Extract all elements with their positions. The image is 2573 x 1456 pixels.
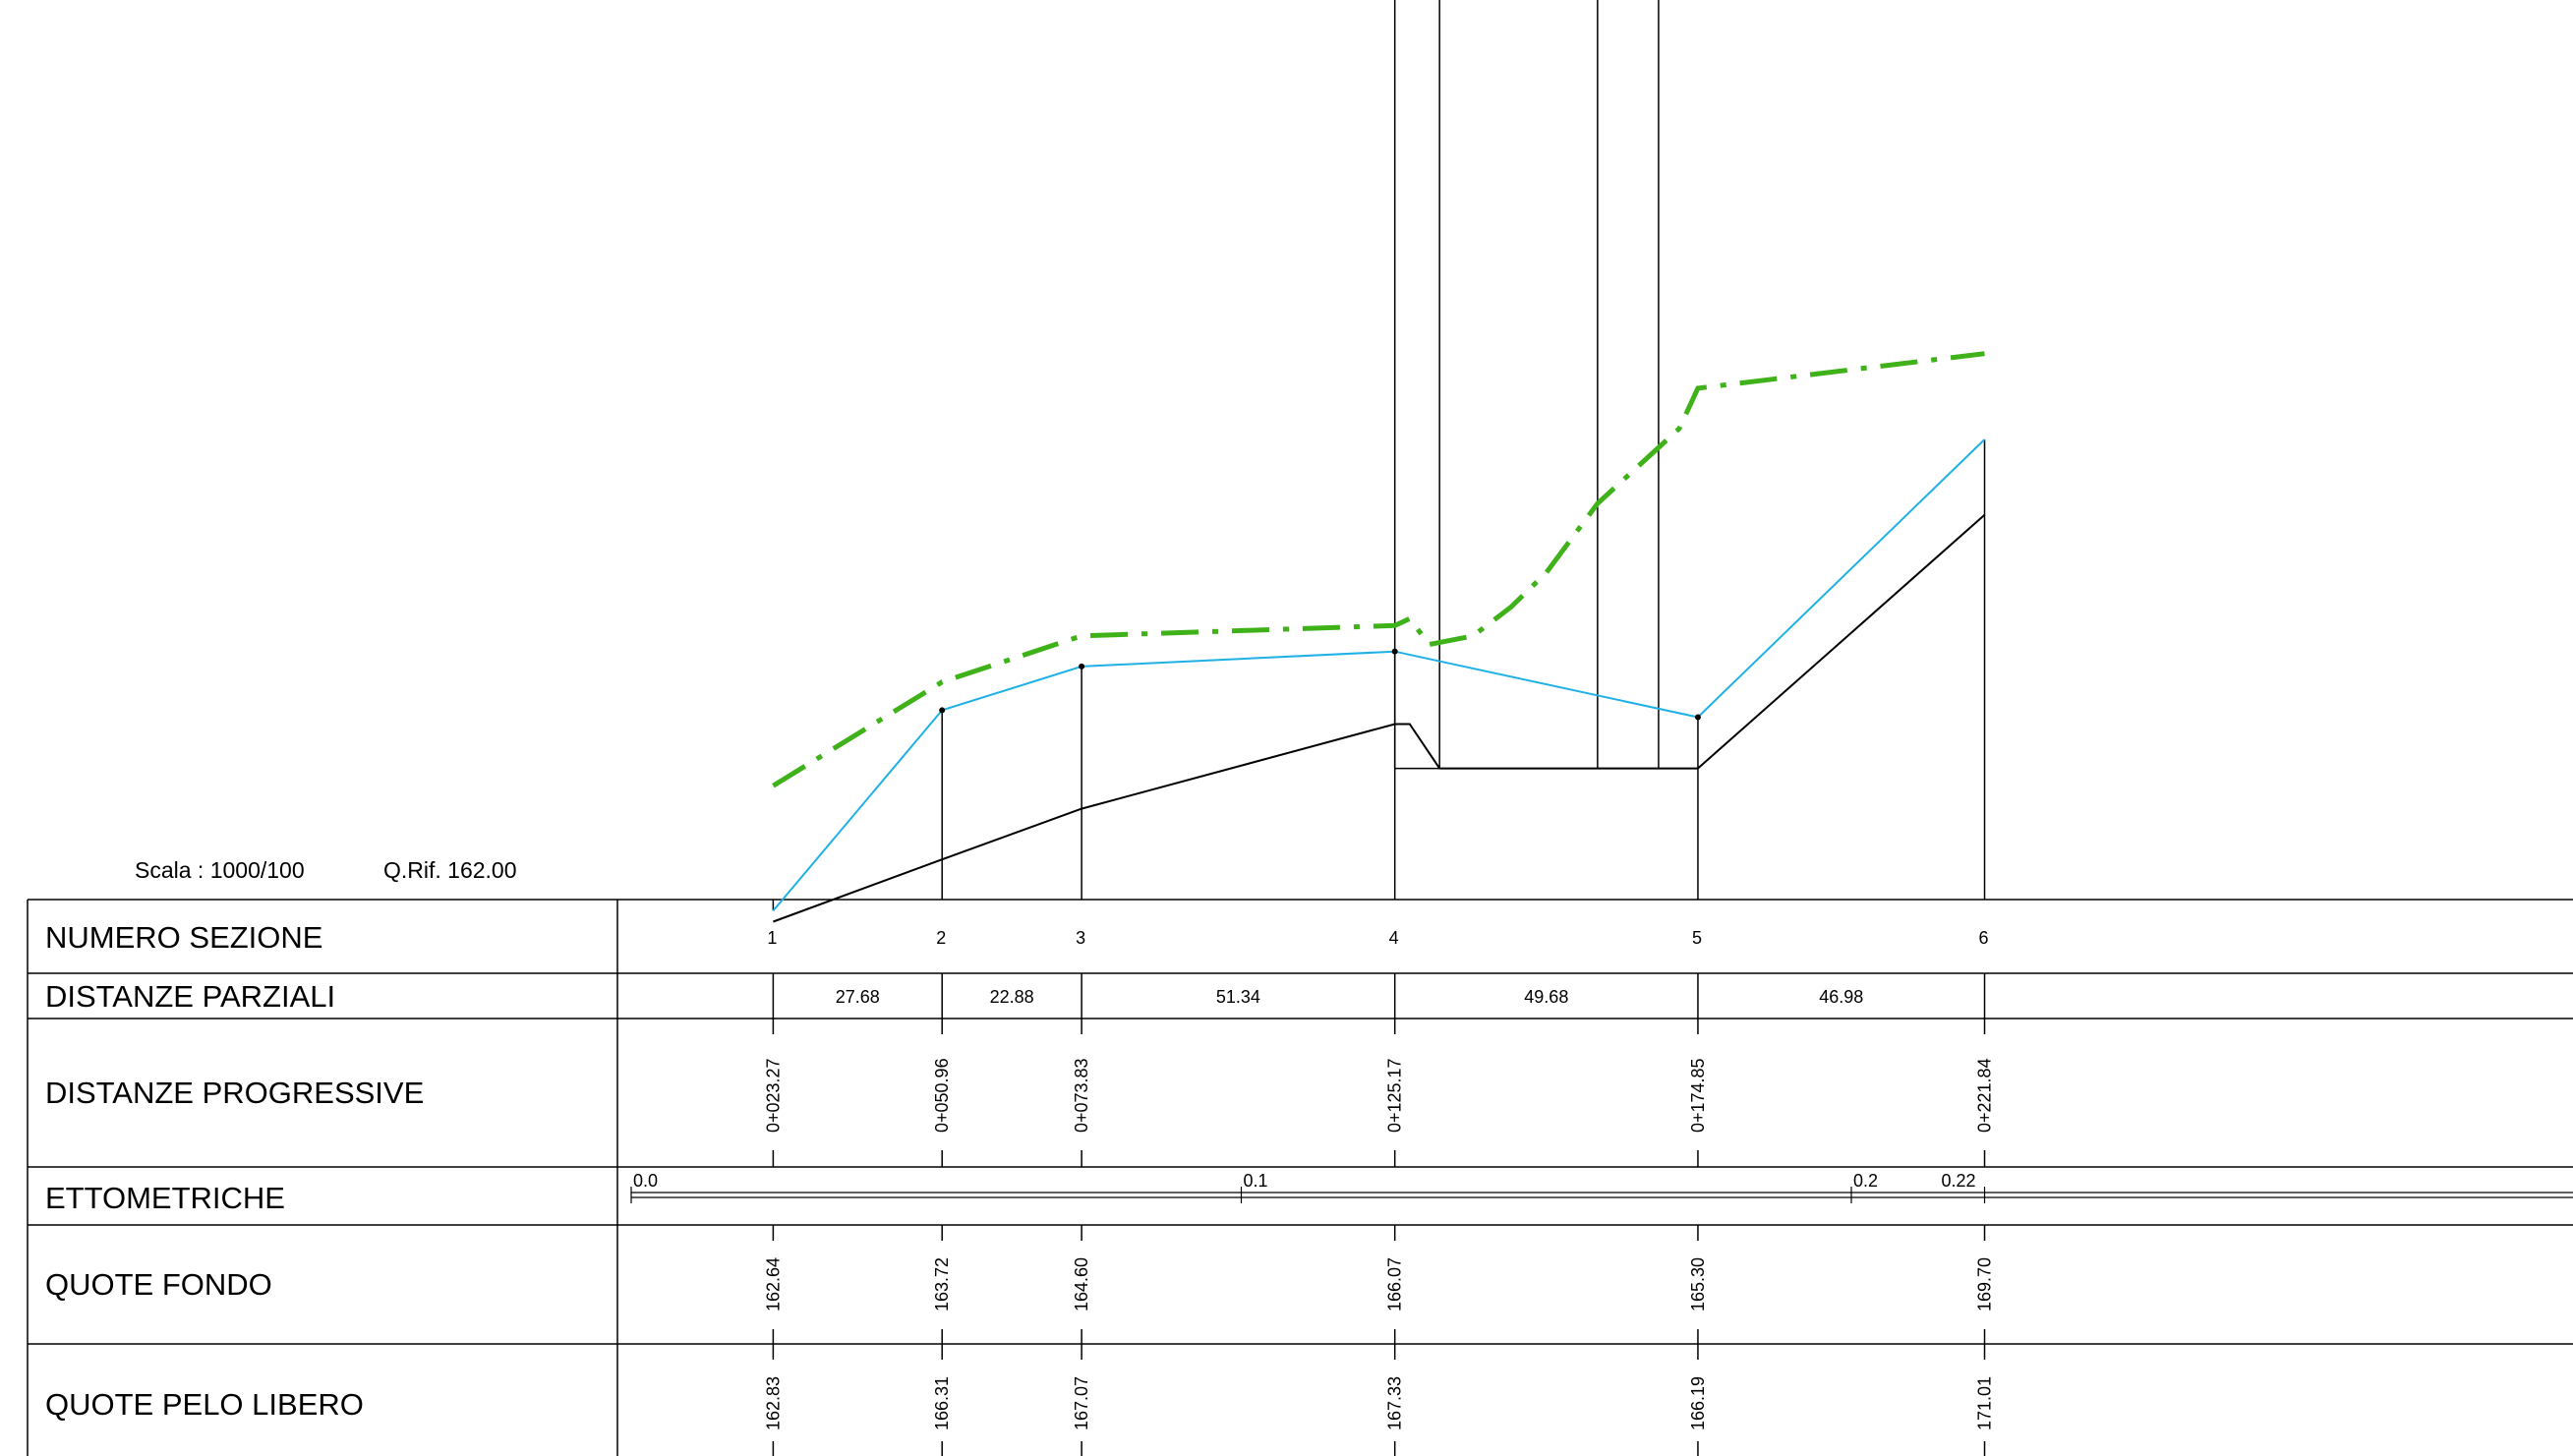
bed-profile-line (773, 514, 1986, 923)
section-number: 1 (767, 928, 777, 948)
section-number: 5 (1692, 928, 1702, 948)
water-elevation-value: 162.83 (763, 1376, 783, 1430)
partial-distance-value: 51.34 (1216, 987, 1260, 1007)
water-point-marker (1391, 648, 1398, 655)
bed-elevation-value: 169.70 (1975, 1257, 1995, 1311)
water-surface-line (772, 438, 1986, 912)
progressive-distance-value: 0+023.27 (763, 1058, 783, 1133)
bed-elevation-value: 165.30 (1688, 1257, 1708, 1311)
water-elevation-value: 171.01 (1975, 1376, 1995, 1430)
hectometric-label: 0.22 (1942, 1171, 1976, 1191)
water-point-marker (1079, 663, 1085, 670)
partial-distance-value: 46.98 (1819, 987, 1863, 1007)
structures-group (1393, 0, 1660, 770)
water-elevation-value: 166.31 (932, 1376, 952, 1430)
partial-distance-value: 49.68 (1524, 987, 1568, 1007)
section-number: 3 (1076, 928, 1085, 948)
water-elevation-value: 167.33 (1385, 1376, 1405, 1430)
row-label-distanze-progressive: DISTANZE PROGRESSIVE (45, 1076, 424, 1110)
water-point-marker (1694, 714, 1701, 721)
bed-elevation-value: 164.60 (1072, 1257, 1091, 1311)
section-number: 4 (1389, 928, 1399, 948)
section-number: 6 (1979, 928, 1989, 948)
partial-distance-value: 22.88 (990, 987, 1034, 1007)
row-label-quote-pelo-libero: QUOTE PELO LIBERO (45, 1387, 364, 1422)
profile-table (27, 899, 2573, 1456)
row-label-quote-fondo: QUOTE FONDO (45, 1267, 272, 1302)
bed-elevation-value: 163.72 (932, 1257, 952, 1311)
hectometric-label: 0.2 (1853, 1171, 1878, 1191)
progressive-distance-value: 0+073.83 (1072, 1058, 1091, 1133)
bed-elevation-value: 166.07 (1385, 1257, 1405, 1311)
progressive-distance-value: 0+174.85 (1688, 1058, 1708, 1133)
reference-elevation-text: Q.Rif. 162.00 (383, 857, 517, 883)
progressive-distance-value: 0+050.96 (932, 1058, 952, 1133)
progressive-distance-value: 0+125.17 (1385, 1058, 1405, 1133)
water-point-marker (939, 707, 946, 714)
progressive-distance-value: 0+221.84 (1975, 1058, 1995, 1133)
bed-elevation-value: 162.64 (763, 1257, 783, 1311)
hectometric-label: 0.0 (633, 1171, 658, 1191)
structure-outline (1597, 0, 1660, 770)
profiles-group (772, 351, 1986, 923)
water-elevation-value: 167.07 (1072, 1376, 1091, 1430)
water-elevation-value: 166.19 (1688, 1376, 1708, 1430)
structure-outline (1393, 0, 1440, 770)
hectometric-scale-group: 0.0 0.1 0.2 0.22 (630, 1171, 2573, 1203)
row-label-numero-sezione: NUMERO SEZIONE (45, 920, 322, 955)
row-label-ettometriche: ETTOMETRICHE (45, 1181, 285, 1215)
energy-line (772, 351, 1985, 788)
scale-text: Scala : 1000/100 (135, 857, 305, 883)
hectometric-label: 0.1 (1244, 1171, 1268, 1191)
section-verticals-group (772, 439, 1986, 911)
row-label-distanze-parziali: DISTANZE PARZIALI (45, 979, 335, 1014)
table-values-group: 1 0+023.27 162.64 162.83 2 0+050.96 163.72 166.… (763, 928, 1995, 1456)
section-number: 2 (936, 928, 946, 948)
partial-distance-value: 27.68 (836, 987, 880, 1007)
